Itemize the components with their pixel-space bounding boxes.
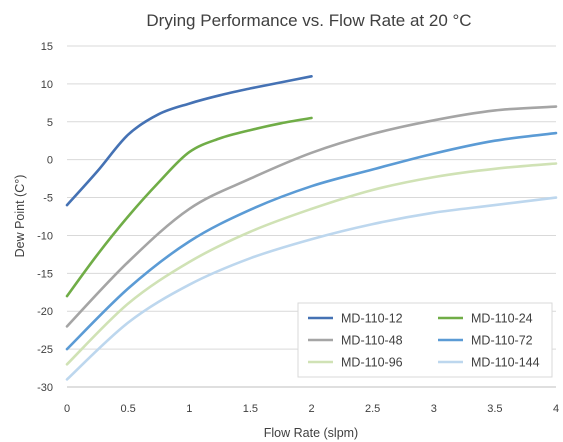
y-tick-label: -20 xyxy=(37,306,53,318)
x-tick-label: 4 xyxy=(553,403,559,415)
y-tick-label: 5 xyxy=(47,117,53,129)
series-line-md-110-144 xyxy=(65,196,558,381)
legend-label: MD-110-96 xyxy=(341,356,403,370)
series-line-md-110-12 xyxy=(65,75,313,207)
chart-title: Drying Performance vs. Flow Rate at 20 °… xyxy=(146,11,471,30)
x-tick-label: 1 xyxy=(186,403,192,415)
legend: MD-110-12 MD-110-24 MD-110-48 MD-110-72 MD-1… xyxy=(297,302,553,378)
x-tick-label: 2.5 xyxy=(365,403,380,415)
series-lines xyxy=(65,75,558,381)
series-line-md-110-48 xyxy=(65,105,558,328)
legend-box xyxy=(297,302,553,378)
series-line-md-110-24 xyxy=(65,116,313,298)
x-tick-label: 1.5 xyxy=(243,403,258,415)
x-tick-label: 2 xyxy=(308,403,314,415)
x-tick-label: 0 xyxy=(64,403,70,415)
y-tick-label: -10 xyxy=(37,230,53,242)
y-tick-label: -5 xyxy=(43,193,53,205)
y-tick-label: 10 xyxy=(41,79,53,91)
y-tick-label: 0 xyxy=(47,155,53,167)
gridlines xyxy=(67,45,556,388)
legend-label: MD-110-48 xyxy=(341,334,403,348)
legend-label: MD-110-72 xyxy=(471,334,533,348)
series-line-md-110-96 xyxy=(65,162,558,366)
y-tick-label: -30 xyxy=(37,382,53,394)
x-axis-label: Flow Rate (slpm) xyxy=(264,426,358,440)
y-axis-label: Dew Point (C°) xyxy=(13,175,27,258)
legend-label: MD-110-144 xyxy=(471,356,540,370)
x-tick-label: 3 xyxy=(431,403,437,415)
y-tick-label: 15 xyxy=(41,41,53,53)
legend-label: MD-110-24 xyxy=(471,312,533,326)
y-tick-label: -25 xyxy=(37,344,53,356)
series-line-md-110-72 xyxy=(65,131,558,351)
legend-label: MD-110-12 xyxy=(341,312,403,326)
y-tick-label: -15 xyxy=(37,268,53,280)
x-tick-label: 0.5 xyxy=(120,403,135,415)
axes: -30 -25 -20 -15 -10 -5 0 5 10 15 0 0.5 1 1.5 2 2.5 3 3.5 4 xyxy=(37,41,559,415)
x-tick-label: 3.5 xyxy=(487,403,502,415)
